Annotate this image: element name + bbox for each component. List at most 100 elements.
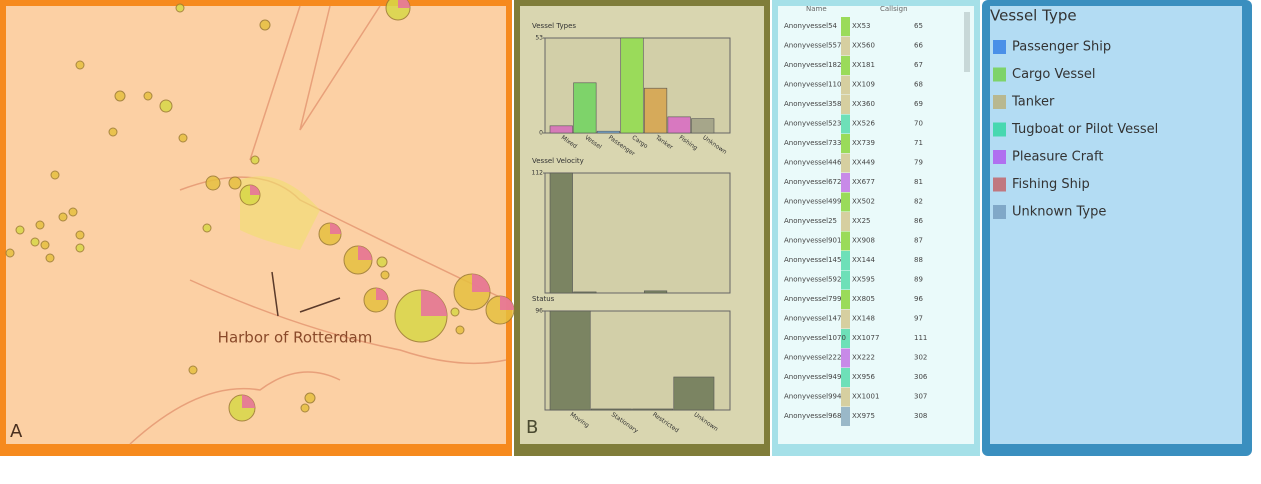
vessel [178,133,188,143]
type-swatch [841,75,850,95]
bar [573,82,597,134]
legend-label: Pleasure Craft [1012,150,1103,165]
vessel-slice [242,395,255,408]
type-swatch [841,56,850,75]
id: 81 [914,178,923,186]
vessel-name: Anonyvessel949 [784,373,841,381]
id: 79 [914,159,923,167]
legend-swatch [993,150,1006,164]
type-swatch [841,17,850,36]
vessel-name: Anonyvessel25 [784,217,837,225]
type-swatch [841,368,850,387]
column-header: Name [806,5,827,13]
callsign: XX975 [852,412,875,420]
type-swatch [841,290,850,309]
scrollbar [964,12,970,72]
plot-frame [544,172,731,294]
vessel [5,248,15,258]
vessel-slice [500,296,514,310]
vessel [15,225,25,235]
callsign: XX53 [852,22,871,30]
callsign: XX956 [852,373,875,381]
id: 69 [914,100,923,108]
y-tick-label: 53 [535,35,543,42]
vessel-slice [398,0,410,8]
y-tick-label: 112 [532,170,544,177]
id: 68 [914,81,923,89]
callsign: XX560 [852,42,875,50]
id: 86 [914,217,923,225]
vessel-slice [250,185,260,195]
type-swatch [841,309,850,329]
vessel-name: Anonyvessel733 [784,139,841,147]
vessel-name: Anonyvessel358 [784,100,841,108]
legend-label: Unknown Type [1012,205,1106,220]
type-swatch [841,251,850,270]
vessel [75,230,85,240]
callsign: XX526 [852,120,875,128]
vessel [68,207,78,217]
legend-title: Vessel Type [990,7,1077,25]
legend-label: Tanker [1011,95,1055,110]
type-swatch [841,114,850,134]
vessel [175,3,185,13]
callsign: XX144 [852,256,875,264]
callsign: XX181 [852,61,875,69]
id: 96 [914,295,923,303]
vessel-slice [358,246,372,260]
panel-label: B [526,417,538,438]
vessel [380,270,390,280]
type-swatch [841,173,850,192]
id: 302 [914,354,927,362]
vessel-name: Anonyvessel499 [784,198,841,206]
type-swatch [841,231,850,251]
vessel [228,176,242,190]
vessel [30,237,40,247]
vessel-name: Anonyvessel799 [784,295,841,303]
vessel [300,403,310,413]
column-header: Callsign [880,5,908,13]
callsign: XX805 [852,295,875,303]
vessel [143,91,153,101]
callsign: XX360 [852,100,875,108]
bar [596,130,621,134]
bar [549,172,573,294]
table [778,6,974,444]
vessel [50,170,60,180]
callsign: XX148 [852,315,875,323]
vessel [58,212,68,222]
type-swatch [841,387,850,407]
vessel-name: Anonyvessel446 [784,159,842,167]
vessel [188,365,198,375]
annotation: Harbor of Rotterdam [218,329,373,347]
type-swatch [841,212,850,231]
type-swatch [841,407,850,426]
type-swatch [841,348,850,368]
legend-swatch [993,122,1006,137]
legend-swatch [993,95,1006,109]
id: 97 [914,315,923,323]
chart-title: Status [532,295,555,303]
bar [643,290,668,294]
vessel-name: Anonyvessel592 [784,276,841,284]
id: 87 [914,237,923,245]
chart-title: Vessel Velocity [532,157,584,165]
vessel [376,256,388,268]
chart-title: Vessel Types [532,22,576,30]
vessel-name: Anonyvessel557 [784,42,841,50]
legend-swatch [993,40,1006,54]
vessel-name: Anonyvessel222 [784,354,841,362]
vessel-name: Anonyvessel523 [784,120,841,128]
id: 67 [914,61,923,69]
legend-label: Passenger Ship [1012,40,1111,55]
legend-label: Cargo Vessel [1012,67,1096,82]
vessel [450,307,460,317]
bar [667,116,691,134]
id: 66 [914,42,923,50]
vessel-name: Anonyvessel968 [784,412,841,420]
callsign: XX739 [852,139,875,147]
vessel [45,253,55,263]
id: 306 [914,373,928,381]
id: 89 [914,276,923,284]
